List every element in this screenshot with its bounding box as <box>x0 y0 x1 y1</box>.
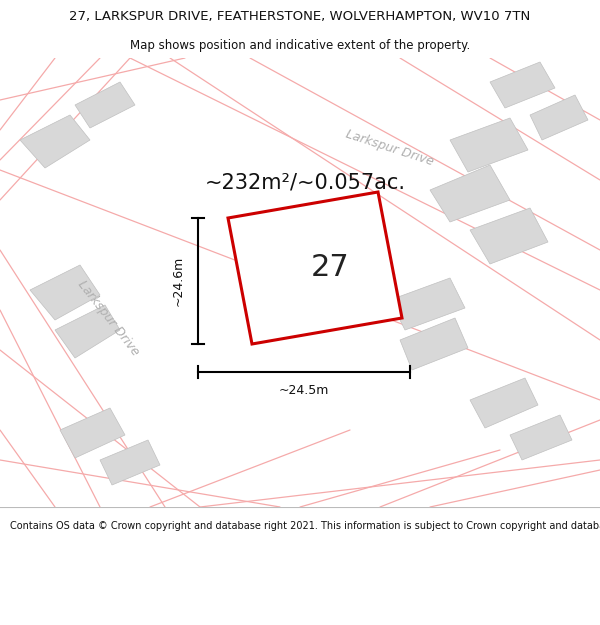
Polygon shape <box>100 440 160 485</box>
Polygon shape <box>390 278 465 330</box>
Polygon shape <box>270 200 365 258</box>
Polygon shape <box>470 378 538 428</box>
Polygon shape <box>310 240 395 295</box>
Polygon shape <box>470 208 548 264</box>
Text: ~24.5m: ~24.5m <box>279 384 329 396</box>
Polygon shape <box>30 265 100 320</box>
Polygon shape <box>60 408 125 458</box>
Text: ~232m²/~0.057ac.: ~232m²/~0.057ac. <box>205 172 406 192</box>
Polygon shape <box>450 118 528 172</box>
Polygon shape <box>510 415 572 460</box>
Polygon shape <box>400 318 468 370</box>
Polygon shape <box>490 62 555 108</box>
Text: Contains OS data © Crown copyright and database right 2021. This information is : Contains OS data © Crown copyright and d… <box>10 521 600 531</box>
Text: ~24.6m: ~24.6m <box>172 256 185 306</box>
Polygon shape <box>530 95 588 140</box>
Text: Larkspur Drive: Larkspur Drive <box>344 127 436 168</box>
Polygon shape <box>430 165 510 222</box>
Text: 27: 27 <box>311 254 349 282</box>
Polygon shape <box>228 192 402 344</box>
Text: Larkspur Drive: Larkspur Drive <box>74 278 142 358</box>
Text: Map shows position and indicative extent of the property.: Map shows position and indicative extent… <box>130 39 470 52</box>
Polygon shape <box>20 115 90 168</box>
Polygon shape <box>75 82 135 128</box>
Text: 27, LARKSPUR DRIVE, FEATHERSTONE, WOLVERHAMPTON, WV10 7TN: 27, LARKSPUR DRIVE, FEATHERSTONE, WOLVER… <box>70 10 530 22</box>
Polygon shape <box>55 305 120 358</box>
